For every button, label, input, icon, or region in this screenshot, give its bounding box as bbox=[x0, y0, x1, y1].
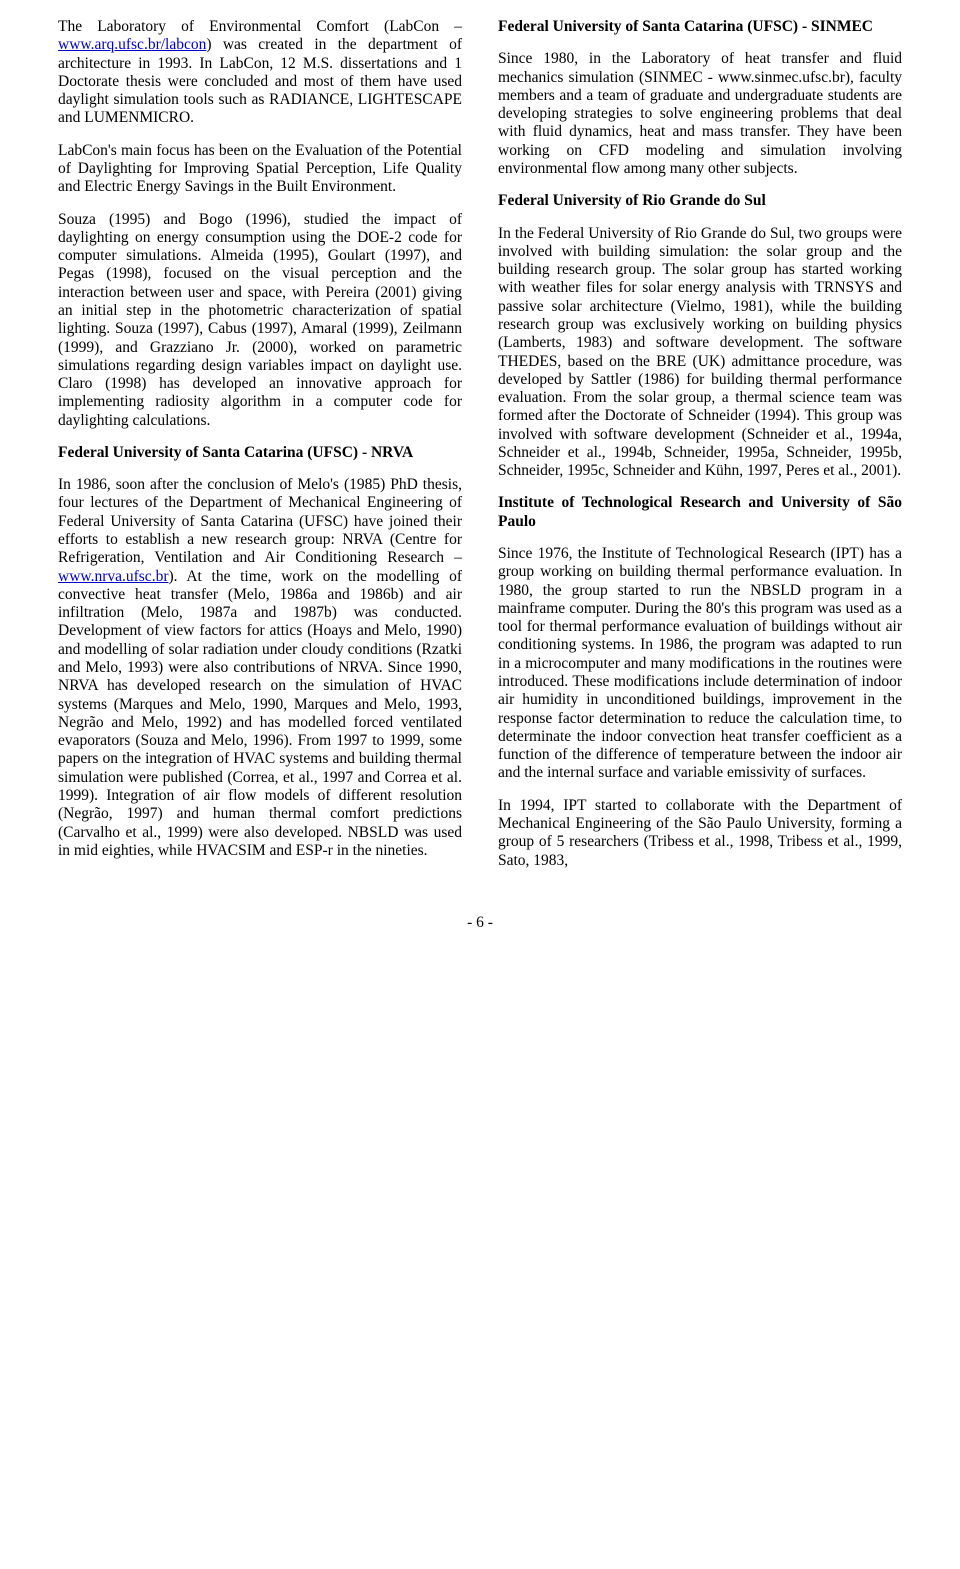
paragraph: The Laboratory of Environmental Comfort … bbox=[58, 18, 462, 128]
page-number: - 6 - bbox=[58, 914, 902, 932]
link-nrva[interactable]: www.nrva.ufsc.br bbox=[58, 568, 168, 585]
link-labcon[interactable]: www.arq.ufsc.br/labcon bbox=[58, 36, 206, 53]
right-column: Federal University of Santa Catarina (UF… bbox=[498, 18, 902, 884]
heading-ipt: Institute of Technological Research and … bbox=[498, 494, 902, 531]
paragraph: Souza (1995) and Bogo (1996), studied th… bbox=[58, 211, 462, 430]
paragraph: In the Federal University of Rio Grande … bbox=[498, 225, 902, 481]
heading-riogrande: Federal University of Rio Grande do Sul bbox=[498, 192, 902, 210]
text: ). At the time, work on the modelling of… bbox=[58, 568, 462, 859]
paragraph: LabCon's main focus has been on the Eval… bbox=[58, 142, 462, 197]
text: In 1986, soon after the conclusion of Me… bbox=[58, 476, 462, 566]
paragraph: Since 1976, the Institute of Technologic… bbox=[498, 545, 902, 783]
left-column: The Laboratory of Environmental Comfort … bbox=[58, 18, 462, 884]
paragraph: In 1986, soon after the conclusion of Me… bbox=[58, 476, 462, 860]
two-column-layout: The Laboratory of Environmental Comfort … bbox=[58, 18, 902, 884]
paragraph: Since 1980, in the Laboratory of heat tr… bbox=[498, 50, 902, 178]
heading-nrva: Federal University of Santa Catarina (UF… bbox=[58, 444, 462, 462]
heading-sinmec: Federal University of Santa Catarina (UF… bbox=[498, 18, 902, 36]
text: The Laboratory of Environmental Comfort … bbox=[58, 18, 462, 35]
paragraph: In 1994, IPT started to collaborate with… bbox=[498, 797, 902, 870]
